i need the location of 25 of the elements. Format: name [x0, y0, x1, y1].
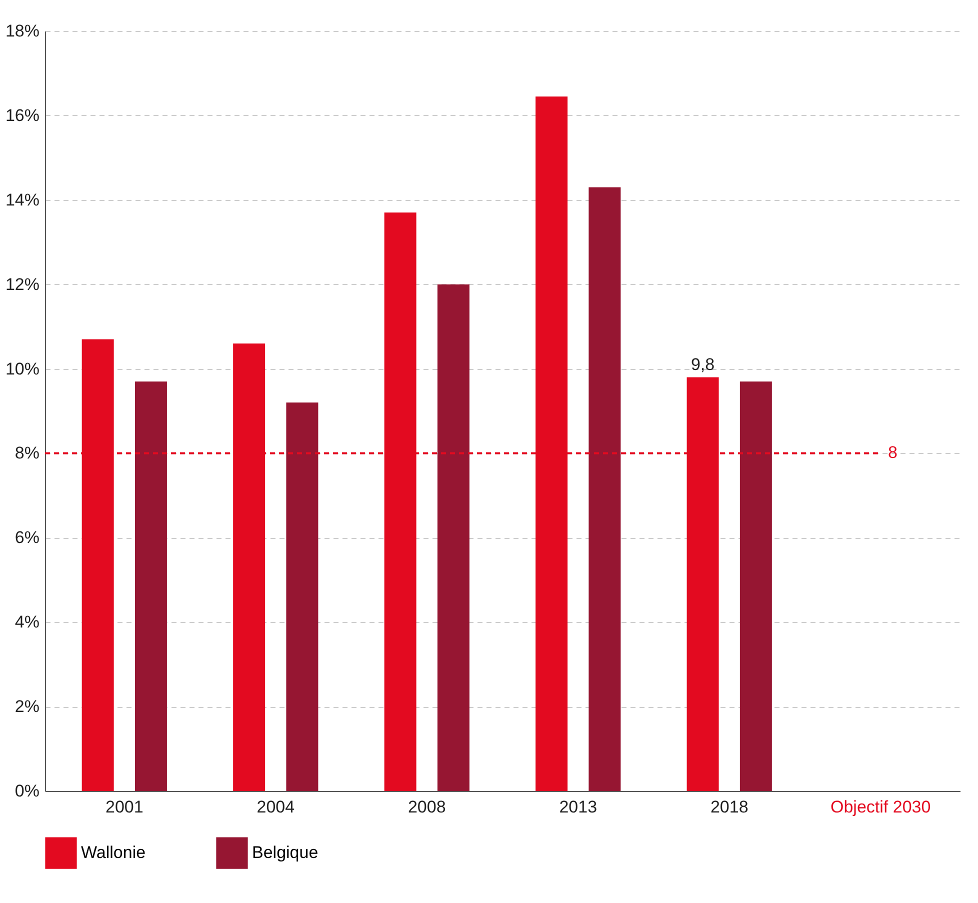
- x-tick-label: 2013: [559, 798, 598, 816]
- y-tick-label: 18%: [5, 22, 40, 40]
- ref-line-label: 8: [888, 443, 898, 462]
- bar: [588, 187, 621, 791]
- y-tick-label: 8%: [14, 444, 40, 463]
- data-label: 9,8: [690, 355, 715, 374]
- x-tick-label: 2018: [710, 798, 748, 816]
- bar: [437, 284, 470, 791]
- legend-label: Wallonie: [81, 843, 146, 862]
- y-tick-label: 4%: [14, 612, 40, 632]
- y-tick-label: 14%: [5, 190, 40, 210]
- y-tick-label: 12%: [5, 274, 40, 294]
- y-tick-label: 10%: [5, 359, 40, 378]
- bar: [740, 381, 772, 791]
- x-tick-label: 2001: [105, 798, 144, 816]
- y-tick-label: 6%: [14, 528, 40, 548]
- x-tick-label: 2008: [408, 798, 446, 816]
- legend-label: Belgique: [252, 843, 318, 862]
- y-tick-label: 16%: [5, 106, 40, 125]
- bar: [134, 381, 167, 791]
- x-tick-label: Objectif 2030: [830, 798, 931, 816]
- y-tick-label: 0%: [14, 782, 40, 800]
- x-tick-label: 2004: [256, 798, 295, 816]
- y-tick-label: 2%: [14, 697, 40, 716]
- bar: [286, 402, 318, 791]
